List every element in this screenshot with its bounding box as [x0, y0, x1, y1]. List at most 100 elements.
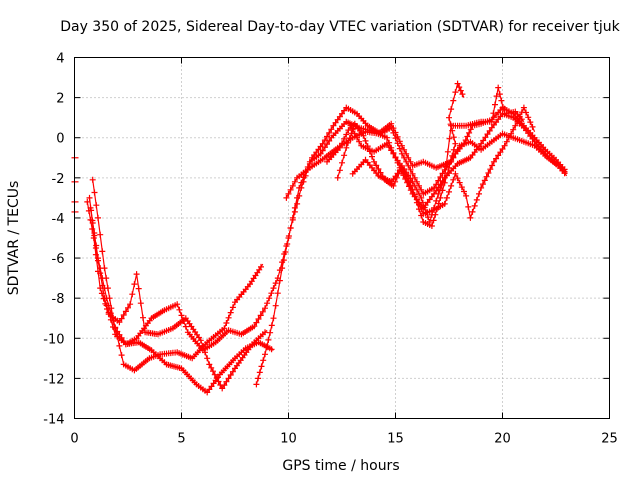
data-point	[339, 110, 345, 117]
data-point	[458, 184, 465, 191]
data-point	[486, 127, 493, 134]
x-tick-label: 0	[70, 432, 78, 447]
data-point	[120, 338, 127, 345]
data-point	[326, 137, 333, 144]
data-point	[98, 290, 105, 297]
data-point	[341, 135, 348, 142]
data-point	[490, 110, 497, 117]
data-point	[409, 178, 416, 185]
data-point	[501, 142, 508, 149]
data-point	[388, 120, 395, 127]
data-point	[371, 158, 378, 165]
data-point	[398, 142, 405, 149]
y-tick-label: -6	[52, 252, 65, 267]
data-point	[114, 328, 121, 335]
data-point	[97, 231, 104, 238]
data-point	[366, 148, 373, 155]
data-point	[416, 201, 422, 208]
plot-frame	[74, 57, 610, 419]
data-point	[137, 300, 144, 307]
data-point	[407, 158, 414, 165]
data-point	[375, 166, 382, 172]
data-point	[89, 217, 96, 224]
y-tick-label: 0	[56, 132, 64, 147]
data-point	[437, 174, 444, 180]
data-point	[93, 242, 100, 249]
data-point	[421, 204, 428, 211]
data-point	[116, 331, 123, 338]
data-point	[95, 214, 101, 221]
data-point	[95, 268, 101, 275]
data-point	[356, 138, 363, 145]
series-track-9	[349, 104, 536, 221]
data-point	[440, 178, 447, 185]
data-point	[461, 188, 467, 195]
data-point	[369, 153, 375, 160]
data-point	[411, 174, 418, 181]
data-point	[484, 131, 491, 138]
data-point	[525, 114, 532, 121]
data-point	[131, 281, 138, 288]
data-point	[446, 135, 453, 142]
data-point	[401, 169, 408, 176]
data-point	[213, 375, 220, 382]
data-point	[289, 182, 296, 189]
data-point	[490, 158, 497, 165]
data-point	[436, 186, 443, 193]
data-point	[448, 106, 455, 113]
data-point	[122, 308, 129, 315]
data-point	[225, 375, 232, 382]
data-point	[280, 257, 287, 264]
data-point	[435, 190, 442, 197]
data-point	[373, 162, 380, 169]
data-point	[495, 152, 502, 159]
data-point	[291, 178, 298, 185]
data-point	[437, 194, 444, 201]
data-point	[463, 192, 470, 199]
data-point	[390, 125, 397, 132]
data-point	[221, 325, 228, 332]
data-point	[336, 167, 343, 174]
data-point	[405, 154, 412, 161]
data-point	[110, 317, 116, 324]
data-point	[296, 192, 303, 199]
data-point	[180, 318, 187, 324]
data-point	[443, 161, 450, 168]
data-point	[428, 223, 435, 229]
data-point	[350, 125, 357, 132]
data-point	[266, 295, 273, 302]
data-point	[268, 322, 275, 329]
data-point	[452, 170, 459, 177]
data-point	[256, 369, 263, 376]
data-point	[268, 346, 275, 353]
data-point	[93, 202, 100, 209]
data-point	[499, 146, 506, 152]
data-point	[495, 84, 502, 91]
data-point	[334, 174, 341, 181]
data-point	[449, 152, 456, 159]
data-point	[219, 385, 226, 392]
data-point	[291, 208, 298, 215]
data-point	[258, 363, 265, 370]
data-point	[478, 140, 485, 147]
data-point	[223, 378, 230, 385]
series-track-1	[89, 176, 264, 374]
data-point	[270, 315, 277, 322]
data-point	[439, 170, 446, 177]
data-point	[251, 323, 258, 330]
data-point	[493, 155, 500, 162]
data-point	[283, 194, 290, 201]
data-point	[300, 178, 307, 185]
data-point	[265, 336, 272, 343]
data-point	[118, 352, 125, 359]
data-point	[129, 291, 136, 298]
data-point	[527, 119, 534, 126]
data-point	[407, 166, 414, 173]
data-point	[197, 337, 204, 344]
data-point	[446, 188, 452, 195]
y-tick-label: 4	[56, 52, 64, 67]
data-point	[345, 139, 351, 146]
data-point	[390, 150, 397, 157]
data-point	[339, 140, 345, 147]
